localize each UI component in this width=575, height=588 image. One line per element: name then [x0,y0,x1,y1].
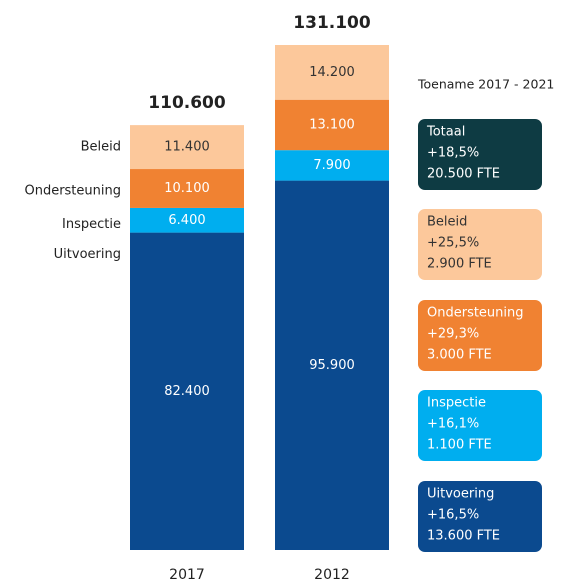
bar-segment [130,169,244,208]
side-box-text: Totaal [426,125,465,140]
side-box [418,300,542,371]
series-label: Ondersteuning [24,184,121,199]
series-label: Uitvoering [54,247,121,262]
side-box-text: 20.500 FTE [427,167,500,182]
series-label: Inspectie [62,217,121,232]
total-label: 131.100 [293,13,371,33]
value-label: 95.900 [309,358,355,373]
bar-segment [130,125,244,170]
side-box-text: Beleid [427,215,467,230]
total-label: 110.600 [148,93,226,113]
side-box [418,119,542,190]
bar-segment [275,180,389,550]
side-box-text: 13.600 FTE [427,529,500,544]
side-box-text: +18,5% [427,146,479,161]
side-box-text: +25,5% [427,236,479,251]
side-box-text: 2.900 FTE [427,257,492,272]
bar-segment [130,207,244,233]
bar-segment [275,45,389,100]
side-box-text: +29,3% [427,327,479,342]
side-box-text: Uitvoering [427,487,494,502]
series-label: Beleid [81,140,121,155]
side-box-text: Ondersteuning [427,306,524,321]
bar-segment [275,99,389,151]
value-label: 11.400 [164,140,210,155]
value-label: 13.100 [309,117,355,132]
side-title: Toename 2017 - 2021 [417,77,554,92]
bar-segment [275,150,389,181]
side-box [418,481,542,552]
side-box [418,390,542,461]
side-box-text: 3.000 FTE [427,348,492,363]
x-tick-label: 2012 [314,567,350,583]
x-tick-label: 2017 [169,567,205,583]
value-label: 7.900 [313,158,350,173]
side-box-text: Inspectie [427,396,486,411]
side-box-text: 1.100 FTE [427,438,492,453]
value-label: 6.400 [168,213,205,228]
value-label: 14.200 [309,65,355,80]
value-label: 10.100 [164,181,210,196]
bar-segment [130,232,244,550]
side-box [418,209,542,280]
side-box-text: +16,1% [427,417,479,432]
value-label: 82.400 [164,384,210,399]
side-box-text: +16,5% [427,508,479,523]
